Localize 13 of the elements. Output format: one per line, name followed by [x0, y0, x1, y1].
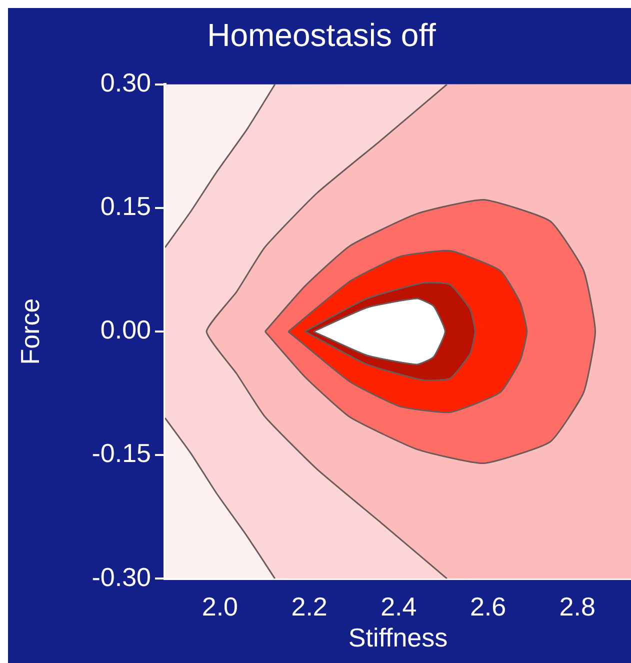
chart-title: Homeostasis off	[207, 17, 436, 54]
x-tick-label: 2.0	[202, 591, 238, 622]
y-tick-label: 0.00	[100, 314, 151, 345]
x-tick-label: 2.2	[291, 591, 328, 622]
y-tick-label: 0.15	[100, 191, 151, 222]
y-tick-label: -0.15	[92, 438, 151, 468]
y-tick-label: -0.30	[92, 562, 151, 592]
y-axis-title: Force	[14, 298, 45, 365]
x-tick-label: 2.8	[559, 591, 596, 622]
x-tick-label: 2.6	[470, 591, 506, 622]
y-tick-label: 0.30	[100, 68, 151, 98]
x-tick-label: 2.4	[380, 591, 417, 622]
x-axis-title: Stiffness	[348, 622, 448, 653]
